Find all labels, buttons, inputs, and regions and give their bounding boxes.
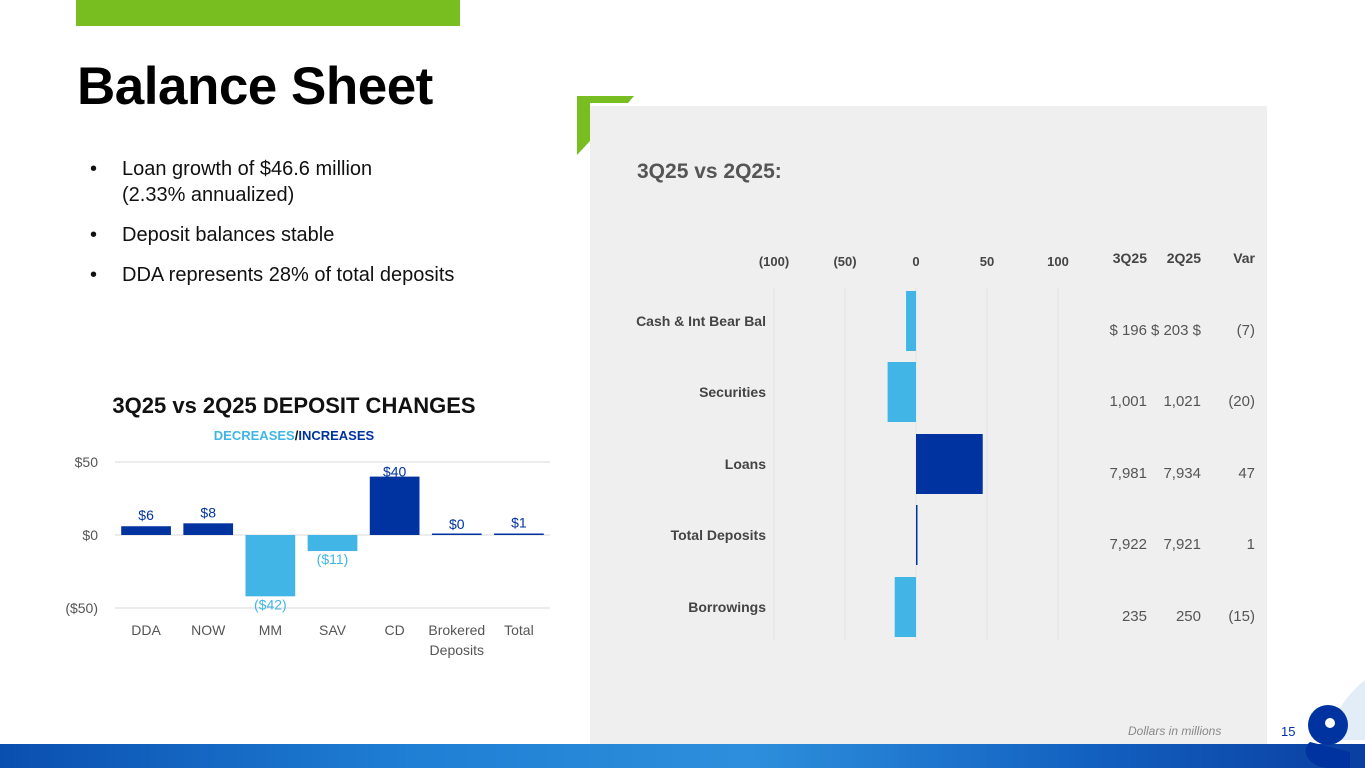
deposit-data-label: $8 — [200, 504, 216, 520]
table-cell: (20) — [1228, 393, 1255, 410]
bullet-dot: • — [90, 224, 98, 246]
category-label: Securities — [699, 384, 766, 400]
category-label: Borrowings — [688, 599, 766, 615]
deposit-data-label: $6 — [138, 507, 154, 523]
x-tick-label: Brokered — [428, 622, 485, 638]
legend-increases: INCREASES — [298, 428, 375, 443]
balance-variance-chart: (100) (50) 0 50 100 3Q25 2Q25 Var Cash & Int Bea… — [636, 250, 1256, 640]
table-header: 2Q25 — [1167, 250, 1201, 266]
table-cell: $ 203 $ — [1151, 322, 1202, 339]
legend-decreases: DECREASES — [213, 428, 295, 443]
table-cell: (7) — [1237, 322, 1255, 339]
bullet-dot: • — [90, 264, 98, 286]
category-label: Loans — [725, 456, 766, 472]
table-cell: 7,922 — [1109, 536, 1147, 553]
deposit-bar — [307, 535, 358, 552]
table-cell: 47 — [1238, 465, 1255, 482]
legend-slash: / — [294, 428, 299, 443]
x-tick-label: CD — [385, 622, 405, 638]
variance-bar — [887, 362, 916, 422]
x-tick-label: MM — [259, 622, 282, 638]
table-cell: 1 — [1247, 536, 1255, 553]
bullet-text: Deposit balances stable — [122, 224, 335, 246]
bullet-dot: • — [90, 158, 98, 180]
bullet-deposits: • Deposit balances stable — [90, 222, 550, 248]
x-tick-label: 50 — [980, 254, 994, 269]
table-cell: 7,934 — [1163, 465, 1201, 482]
header-accent-bar — [76, 0, 460, 26]
ampersand-logo — [1305, 680, 1365, 768]
variance-bar — [906, 291, 916, 351]
page-title: Balance Sheet — [77, 57, 433, 116]
deposit-data-label: ($42) — [254, 596, 287, 612]
deposit-chart-subtitle: DECREASES/INCREASES — [60, 428, 528, 443]
table-cell: 7,921 — [1163, 536, 1201, 553]
variance-bar — [916, 505, 918, 565]
category-label: Cash & Int Bear Bal — [636, 313, 766, 329]
deposit-bar — [494, 533, 544, 535]
table-cell: (15) — [1228, 608, 1255, 625]
table-cell: 250 — [1176, 608, 1201, 625]
table-cell: 235 — [1122, 608, 1147, 625]
table-cell: 1,021 — [1163, 393, 1201, 410]
bullet-loan-growth: • Loan growth of $46.6 million (2.33% an… — [90, 156, 550, 208]
deposit-bar — [245, 535, 296, 597]
x-tick-label: (100) — [759, 254, 789, 269]
highlights-list: • Loan growth of $46.6 million (2.33% an… — [90, 156, 550, 302]
x-tick-label: 0 — [912, 254, 919, 269]
x-tick-label: NOW — [191, 622, 226, 638]
variance-bar — [916, 434, 983, 494]
table-cell: $ 196 — [1109, 322, 1147, 339]
bullet-text: DDA represents 28% of total deposits — [122, 264, 455, 286]
deposit-bar — [183, 523, 234, 535]
x-tick-label: Deposits — [430, 642, 484, 658]
panel-corner-accent — [577, 96, 634, 155]
y-tick-label: ($50) — [65, 600, 98, 616]
panel-heading: 3Q25 vs 2Q25: — [637, 160, 782, 183]
x-tick-label: DDA — [131, 622, 161, 638]
deposit-data-label: $40 — [383, 464, 407, 480]
bullet-text: Loan growth of $46.6 million — [122, 158, 373, 180]
x-tick-label: (50) — [833, 254, 856, 269]
deposit-bar — [121, 526, 171, 535]
bottom-band — [0, 744, 1365, 768]
deposit-data-label: $0 — [449, 516, 465, 532]
y-tick-label: $0 — [82, 527, 98, 543]
deposit-data-label: ($11) — [317, 551, 349, 567]
page-number: 15 — [1281, 724, 1296, 739]
table-cell: 7,981 — [1109, 465, 1147, 482]
deposit-chart-title: 3Q25 vs 2Q25 DEPOSIT CHANGES — [112, 393, 476, 418]
x-tick-label: 100 — [1047, 254, 1069, 269]
x-tick-label: Total — [504, 622, 534, 638]
balance-panel — [590, 106, 1267, 746]
variance-bar — [894, 577, 916, 637]
deposit-bar — [431, 533, 482, 535]
deposit-data-label: $1 — [511, 515, 527, 531]
deposit-bar — [369, 476, 420, 535]
table-cell: 1,001 — [1109, 393, 1147, 410]
table-header: Var — [1233, 250, 1255, 266]
deposit-changes-chart: $50 $0 ($50) $6 DDA $8 NOW ($42) MM ($11) SAV $40 CD… — [65, 454, 550, 658]
y-tick-label: $50 — [75, 454, 99, 470]
x-tick-label: SAV — [319, 622, 347, 638]
footnote: Dollars in millions — [1128, 724, 1222, 738]
category-label: Total Deposits — [671, 527, 767, 543]
bullet-dda: • DDA represents 28% of total deposits — [90, 262, 550, 288]
table-header: 3Q25 — [1113, 250, 1147, 266]
bullet-text-cont: (2.33% annualized) — [122, 184, 295, 206]
